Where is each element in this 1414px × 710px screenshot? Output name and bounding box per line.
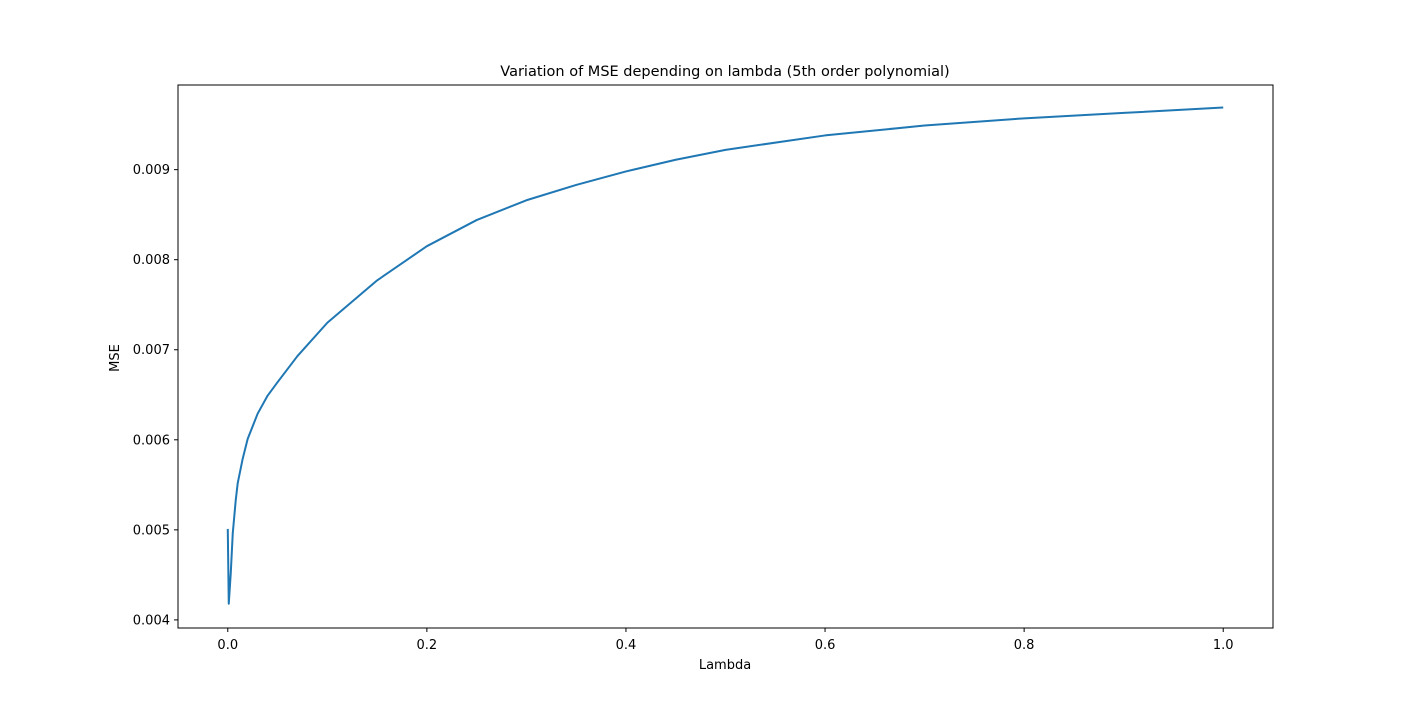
x-tick-label: 0.8: [1014, 638, 1035, 653]
x-tick-label: 1.0: [1213, 638, 1234, 653]
y-tick-label: 0.008: [133, 253, 170, 268]
x-axis-label: Lambda: [699, 658, 751, 673]
y-tick-label: 0.005: [133, 523, 170, 538]
x-tick-label: 0.6: [815, 638, 836, 653]
y-axis-label: MSE: [108, 344, 123, 372]
plot-frame: [177, 84, 1274, 629]
plot-background: [178, 85, 1273, 628]
chart-title: Variation of MSE depending on lambda (5t…: [500, 64, 949, 80]
y-tick-label: 0.004: [133, 613, 170, 628]
x-tick-label: 0.2: [417, 638, 438, 653]
x-tick-label: 0.4: [616, 638, 637, 653]
x-axis-ticks: 0.0 0.2 0.4 0.6 0.8 1.0: [217, 628, 1234, 653]
x-tick-label: 0.0: [217, 638, 238, 653]
y-tick-label: 0.007: [133, 343, 170, 358]
series-lines: [226, 106, 1224, 605]
y-tick-label: 0.006: [133, 433, 170, 448]
y-tick-label: 0.009: [133, 163, 170, 178]
series-line: [226, 106, 1224, 605]
y-axis-ticks: 0.004 0.005 0.006 0.007 0.008 0.009: [133, 163, 178, 628]
